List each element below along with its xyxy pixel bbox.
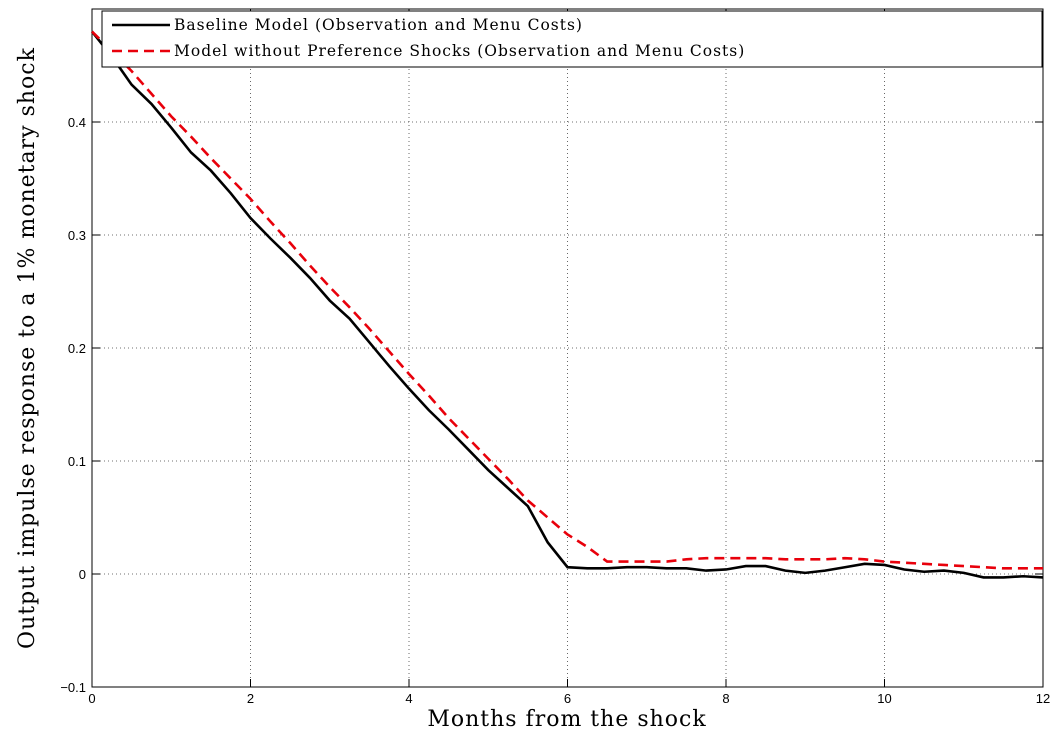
plot-frame xyxy=(91,8,1044,688)
x-tick-label: 8 xyxy=(722,691,729,706)
legend-label: Model without Preference Shocks (Observa… xyxy=(174,42,745,60)
legend-box xyxy=(101,10,1043,68)
y-axis-label: Output impulse response to a 1% monetary… xyxy=(15,47,40,649)
y-tick-label: 0.4 xyxy=(68,115,86,130)
x-tick-label: 4 xyxy=(405,691,412,706)
x-tick-label: 0 xyxy=(88,691,95,706)
x-tick-label: 2 xyxy=(247,691,254,706)
y-tick-label: 0.1 xyxy=(68,454,86,469)
y-tick-label: 0.2 xyxy=(68,341,86,356)
legend: Baseline Model (Observation and Menu Cos… xyxy=(101,10,1043,68)
y-tick-label: 0 xyxy=(79,567,86,582)
x-tick-label: 12 xyxy=(1036,691,1050,706)
x-tick-label: 10 xyxy=(877,691,891,706)
legend-label: Baseline Model (Observation and Menu Cos… xyxy=(174,16,583,34)
series-line xyxy=(90,30,1044,579)
x-tick-label: 6 xyxy=(564,691,571,706)
y-tick-label: 0.3 xyxy=(68,228,86,243)
series-line xyxy=(91,30,1043,570)
y-tick-label: −0.1 xyxy=(60,680,86,695)
x-axis-label: Months from the shock xyxy=(427,707,706,732)
